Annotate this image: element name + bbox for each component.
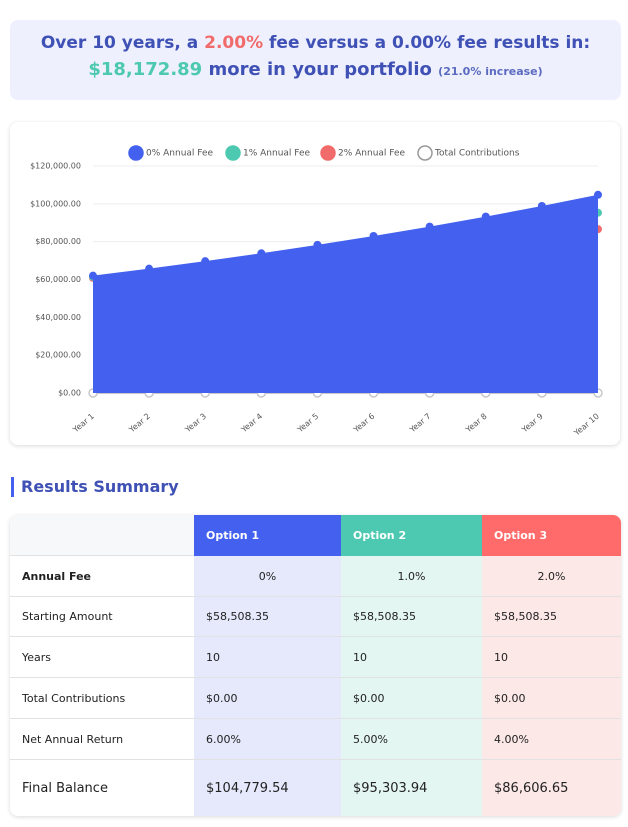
x-tick-label: Year 5 — [295, 412, 320, 435]
y-tick-label: $80,000.00 — [35, 237, 81, 246]
table-cell: 0% — [194, 556, 341, 597]
x-tick-label: Year 10 — [572, 412, 601, 439]
difference: $18,172.89 — [88, 59, 203, 80]
legend-swatch — [417, 145, 433, 161]
legend-label: Total Contributions — [434, 149, 520, 159]
table-cell: $0.00 — [341, 678, 482, 719]
row-label: Net Annual Return — [10, 719, 194, 760]
point — [89, 271, 97, 280]
legend-label: 0% Annual Fee — [146, 149, 214, 159]
table-cell: $0.00 — [482, 678, 621, 719]
table-cell: 1.0% — [341, 556, 482, 597]
table-cell: $0.00 — [194, 678, 341, 719]
table-cell: $95,303.94 — [341, 760, 482, 816]
x-tick-label: Year 6 — [351, 412, 376, 435]
x-tick-label: Year 1 — [71, 412, 96, 435]
legend-label: 2% Annual Fee — [338, 149, 406, 159]
result-banner: Over 10 years, a 2.00% fee versus a 0.00… — [10, 20, 621, 100]
highlight: 2.00% — [204, 33, 264, 53]
point — [313, 240, 322, 249]
x-tick-label: Year 3 — [183, 412, 208, 435]
y-tick-label: $100,000.00 — [30, 199, 81, 208]
table-cell: $86,606.65 — [482, 760, 621, 816]
y-tick-label: $20,000.00 — [35, 351, 81, 360]
table-cell: $58,508.35 — [341, 597, 482, 637]
legend-swatch — [225, 145, 241, 161]
legend-swatch — [128, 145, 144, 161]
point — [145, 264, 154, 273]
point — [201, 257, 210, 266]
banner-line: $18,172.89 more in your portfolio (21.0%… — [10, 59, 621, 80]
text: fee versus a 0.00% fee results in: — [263, 33, 591, 53]
y-tick-label: $120,000.00 — [30, 162, 81, 171]
header-cell — [10, 515, 194, 556]
point — [257, 249, 266, 258]
area — [93, 194, 598, 393]
point — [369, 231, 378, 240]
increase: (21.0% increase) — [438, 65, 543, 78]
column-header: Option 1 — [194, 515, 341, 556]
row-label: Annual Fee — [10, 556, 194, 597]
table-cell: $58,508.35 — [194, 597, 341, 637]
row-label: Years — [10, 637, 194, 678]
point — [481, 212, 490, 221]
legend-label: 1% Annual Fee — [243, 149, 311, 159]
row-label: Total Contributions — [10, 678, 194, 719]
point — [425, 222, 434, 231]
banner-line: Over 10 years, a 2.00% fee versus a 0.00… — [10, 33, 621, 53]
row-label: Final Balance — [10, 760, 194, 816]
section-title: Results Summary — [11, 477, 179, 497]
table-cell: 10 — [194, 637, 341, 678]
x-tick-label: Year 4 — [239, 412, 264, 435]
table-cell: 5.00% — [341, 719, 482, 760]
column-header: Option 2 — [341, 515, 482, 556]
row-label: Starting Amount — [10, 597, 194, 637]
table-cell: 4.00% — [482, 719, 621, 760]
chart-card: $0.00 $20,000.00 $40,000.00 $60,000.00 $80,0… — [10, 122, 620, 445]
chart: $0.00 $20,000.00 $40,000.00 $60,000.00 $80,0… — [30, 145, 603, 439]
x-tick-label: Year 8 — [463, 412, 488, 435]
table-cell: $58,508.35 — [482, 597, 621, 637]
legend-swatch — [320, 145, 336, 161]
column-header: Option 3 — [482, 515, 621, 556]
y-tick-label: $0.00 — [58, 389, 81, 398]
x-tick-label: Year 2 — [127, 412, 152, 435]
table-cell: 10 — [341, 637, 482, 678]
y-tick-label: $60,000.00 — [35, 275, 81, 284]
y-tick-label: $40,000.00 — [35, 313, 81, 322]
x-tick-label: Year 9 — [519, 412, 544, 435]
point — [594, 190, 602, 199]
table-cell: 10 — [482, 637, 621, 678]
text: Over 10 years, a — [40, 33, 205, 53]
x-tick-label: Year 7 — [407, 412, 432, 435]
text: more in your portfolio — [202, 59, 432, 80]
table-cell: 6.00% — [194, 719, 341, 760]
point — [537, 202, 546, 211]
summary-table: Option 1 Option 2 Option 3 Annual Fee 0% 1.0%… — [10, 515, 621, 816]
table-cell: 2.0% — [482, 556, 621, 597]
table-cell: $104,779.54 — [194, 760, 341, 816]
